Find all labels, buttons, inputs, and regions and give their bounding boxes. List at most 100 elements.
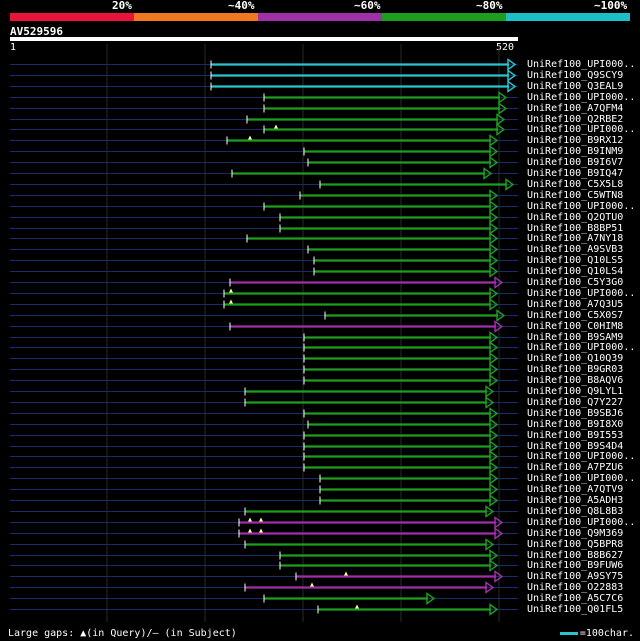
- hit-arrow: [489, 483, 499, 496]
- hit-label[interactable]: UniRef100_UPI000..: [527, 472, 636, 484]
- hit-arrow: [489, 189, 499, 202]
- identity-band-green: [382, 13, 506, 21]
- scale-legend-line: [559, 632, 578, 635]
- hit-label[interactable]: UniRef100_UPI000..: [527, 123, 636, 135]
- hit-arrow: [507, 69, 517, 82]
- hit-label[interactable]: UniRef100_UPI000..: [527, 450, 636, 462]
- hit-label[interactable]: UniRef100_A7QFM4: [527, 102, 624, 114]
- hit-label[interactable]: UniRef100_Q5BPR8: [527, 538, 624, 550]
- hit-arrow: [494, 570, 504, 583]
- hit-label[interactable]: UniRef100_Q2QTU0: [527, 211, 624, 223]
- hit-label[interactable]: UniRef100_A7Q3U5: [527, 298, 624, 310]
- hit-arrow: [489, 232, 499, 245]
- hit-label[interactable]: UniRef100_A9SVB3: [527, 243, 624, 255]
- hit-arrow: [426, 592, 436, 605]
- hit-label[interactable]: UniRef100_B9I6V7: [527, 156, 624, 168]
- hit-label[interactable]: UniRef100_C5WTN8: [527, 189, 624, 201]
- hit-label[interactable]: UniRef100_C5X5L8: [527, 178, 624, 190]
- hit-label[interactable]: UniRef100_B9SAM9: [527, 331, 624, 343]
- hit-arrow: [489, 298, 499, 311]
- hit-label[interactable]: UniRef100_B8BP51: [527, 222, 624, 234]
- query-gap-marker: [259, 517, 263, 522]
- hit-arrow: [489, 243, 499, 256]
- hit-arrow: [489, 418, 499, 431]
- hit-label[interactable]: UniRef100_Q7Y227: [527, 396, 624, 408]
- hit-label[interactable]: UniRef100_Q9LYL1: [527, 385, 624, 397]
- hit-arrow: [494, 320, 504, 333]
- identity-scale-ruler: 20% ~40% ~60% ~80% ~100%: [0, 0, 640, 22]
- hit-label[interactable]: UniRef100_Q9M369: [527, 527, 624, 539]
- hit-label[interactable]: UniRef100_A7NY18: [527, 232, 624, 244]
- hit-arrow: [496, 113, 506, 126]
- hit-arrow: [489, 450, 499, 463]
- hit-label[interactable]: UniRef100_Q9SCY9: [527, 69, 624, 81]
- hit-label[interactable]: UniRef100_B9S4D4: [527, 440, 624, 452]
- hit-label[interactable]: UniRef100_UPI000..: [527, 200, 636, 212]
- hit-arrow: [485, 505, 495, 518]
- hit-label[interactable]: UniRef100_B9INM9: [527, 145, 624, 157]
- hit-label[interactable]: UniRef100_B9IQ47: [527, 167, 624, 179]
- hit-arrow: [483, 167, 493, 180]
- query-gap-marker: [248, 517, 252, 522]
- hit-arrow: [489, 287, 499, 300]
- identity-label-20: 20%: [112, 0, 132, 12]
- hit-arrow: [489, 472, 499, 485]
- query-name: AV529596: [10, 25, 63, 38]
- hit-label[interactable]: UniRef100_Q10LS5: [527, 254, 624, 266]
- hit-label[interactable]: UniRef100_UPI000..: [527, 341, 636, 353]
- hit-arrow: [498, 91, 508, 104]
- query-start-label: 1: [10, 42, 17, 53]
- hit-label[interactable]: UniRef100_Q10Q39: [527, 352, 624, 364]
- identity-band-purple: [258, 13, 382, 21]
- hit-label[interactable]: UniRef100_A5ADH3: [527, 494, 624, 506]
- hit-label[interactable]: UniRef100_A9SY75: [527, 570, 624, 582]
- hit-arrow: [489, 145, 499, 158]
- hit-label[interactable]: UniRef100_UPI000..: [527, 58, 636, 70]
- hit-arrow: [485, 396, 495, 409]
- hit-arrow: [496, 309, 506, 322]
- query-gap-marker: [344, 571, 348, 576]
- hit-arrow: [489, 440, 499, 453]
- hit-label[interactable]: UniRef100_Q3EAL9: [527, 80, 624, 92]
- hit-arrow: [489, 374, 499, 387]
- identity-band-red: [10, 13, 134, 21]
- hit-label[interactable]: UniRef100_B9I8X0: [527, 418, 624, 430]
- hit-label[interactable]: UniRef100_Q8L8B3: [527, 505, 624, 517]
- hit-label[interactable]: UniRef100_A7QTV9: [527, 483, 624, 495]
- hit-label[interactable]: UniRef100_UPI000..: [527, 287, 636, 299]
- identity-band-cyan: [506, 13, 630, 21]
- hit-label[interactable]: UniRef100_B9RX12: [527, 134, 624, 146]
- hit-label[interactable]: UniRef100_B8AQV6: [527, 374, 624, 386]
- hit-label[interactable]: UniRef100_Q01FL5: [527, 603, 624, 615]
- hit-label[interactable]: UniRef100_A7PZU6: [527, 461, 624, 473]
- identity-label-60: ~60%: [354, 0, 381, 12]
- identity-label-80: ~80%: [476, 0, 503, 12]
- hit-label[interactable]: UniRef100_UPI000..: [527, 91, 636, 103]
- hit-label[interactable]: UniRef100_B9FUW6: [527, 559, 624, 571]
- hit-label[interactable]: UniRef100_B9I553: [527, 429, 624, 441]
- hit-label[interactable]: UniRef100_B8B627: [527, 549, 624, 561]
- hit-arrow: [489, 254, 499, 267]
- hit-label[interactable]: UniRef100_Q2RBE2: [527, 113, 624, 125]
- query-gap-marker: [310, 582, 314, 587]
- hit-label[interactable]: UniRef100_C5Y3G0: [527, 276, 624, 288]
- hit-label[interactable]: UniRef100_O22883: [527, 581, 624, 593]
- hit-arrow: [489, 200, 499, 213]
- hit-label[interactable]: UniRef100_UPI000..: [527, 516, 636, 528]
- hit-arrow: [489, 352, 499, 365]
- hit-arrow: [489, 134, 499, 147]
- query-gap-marker: [229, 299, 233, 304]
- hit-arrow: [505, 178, 515, 191]
- hit-label[interactable]: UniRef100_B9SBJ6: [527, 407, 624, 419]
- query-gap-marker: [248, 135, 252, 140]
- hit-label[interactable]: UniRef100_C0HIM8: [527, 320, 624, 332]
- hit-label[interactable]: UniRef100_C5X0S7: [527, 309, 624, 321]
- hit-label[interactable]: UniRef100_Q10LS4: [527, 265, 624, 277]
- query-gap-marker: [274, 124, 278, 129]
- hit-arrow: [489, 603, 499, 616]
- hit-arrow: [489, 461, 499, 474]
- hit-label[interactable]: UniRef100_A5C7C6: [527, 592, 624, 604]
- query-gap-marker: [248, 528, 252, 533]
- hit-label[interactable]: UniRef100_B9GR03: [527, 363, 624, 375]
